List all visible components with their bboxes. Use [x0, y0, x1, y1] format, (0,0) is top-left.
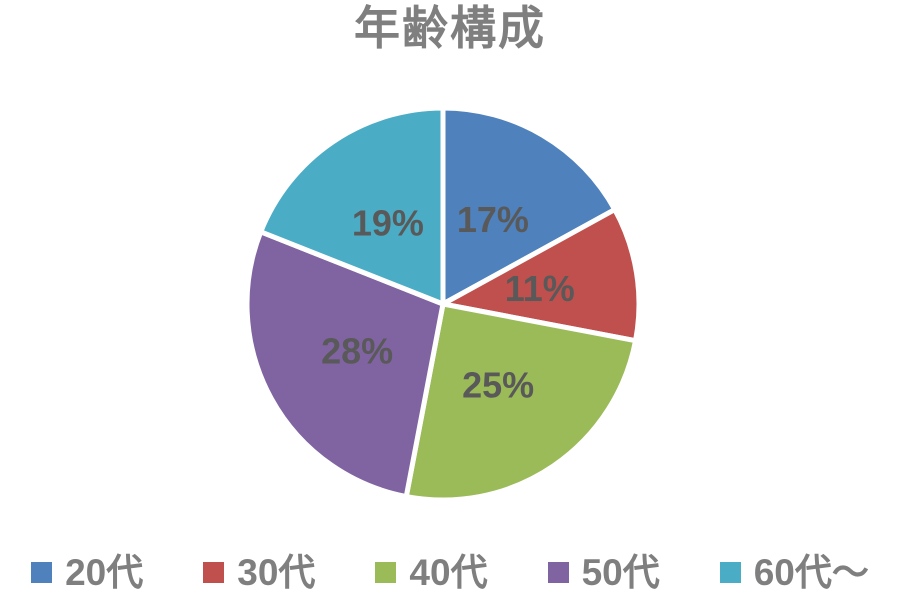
- pie-slice-5[interactable]: [258, 105, 446, 307]
- data-label-2: 11%: [505, 268, 575, 309]
- data-label-1: 17%: [457, 199, 529, 240]
- legend-swatch-icon: [719, 561, 741, 583]
- legend-item-4[interactable]: 50代: [547, 551, 660, 593]
- legend-swatch-icon: [31, 561, 53, 583]
- pie-slice-3[interactable]: [403, 301, 639, 503]
- legend-swatch-icon: [547, 561, 569, 583]
- legend-label: 30代: [237, 551, 316, 593]
- legend-label: 60代～: [753, 551, 869, 593]
- pie-slice-4[interactable]: [244, 229, 446, 500]
- legend-item-1[interactable]: 20代: [31, 554, 143, 591]
- chart-title: 年齢構成: [354, 2, 546, 54]
- legend-item-5[interactable]: 60代～: [719, 551, 869, 593]
- legend-item-2[interactable]: 30代: [203, 554, 315, 591]
- data-label-4: 28%: [321, 331, 393, 372]
- pie-slice-1[interactable]: [440, 105, 618, 307]
- pie-slice-2[interactable]: [440, 207, 642, 344]
- chart-legend: 20代 30代 40代 50代 60代～: [0, 548, 900, 596]
- legend-swatch-icon: [203, 561, 225, 583]
- legend-item-3[interactable]: 40代: [375, 551, 488, 593]
- legend-label: 20代: [65, 551, 144, 593]
- legend-label: 50代: [581, 551, 660, 593]
- data-label-5: 19%: [352, 202, 424, 243]
- legend-swatch-icon: [375, 561, 397, 583]
- legend-label: 40代: [409, 551, 488, 593]
- data-label-3: 25%: [462, 365, 534, 406]
